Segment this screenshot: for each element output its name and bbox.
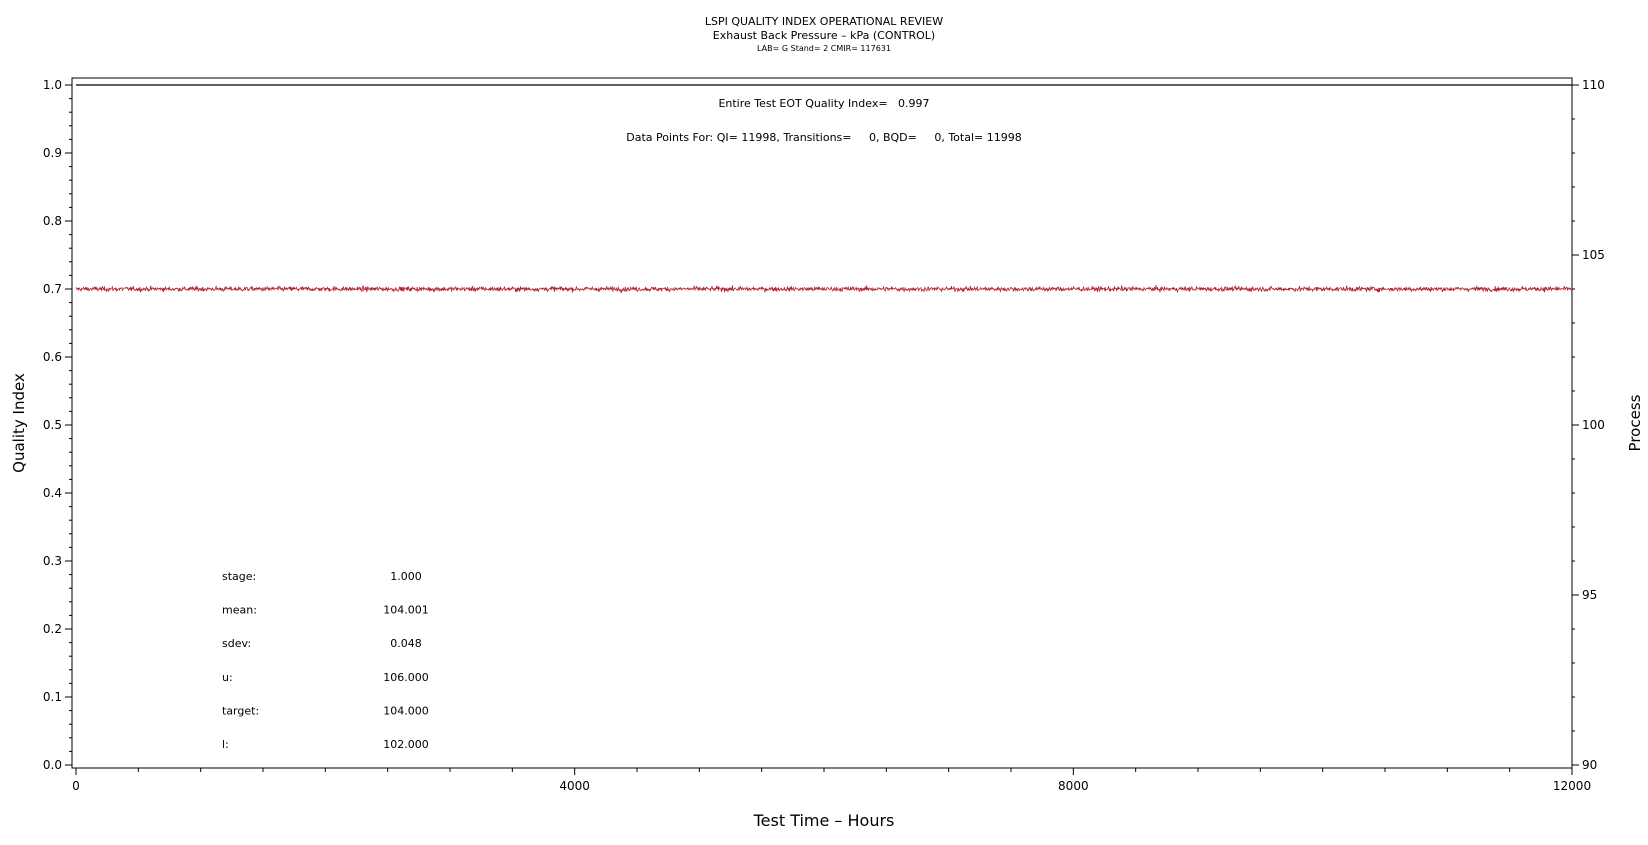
x-axis-label: Test Time – Hours — [753, 811, 895, 830]
y-axis-left: 0.0 0.1 0.2 0.3 0.4 0.5 0.6 0.7 0.8 0.9 1.0 — [43, 78, 72, 772]
y2-tick-label: 100 — [1582, 418, 1605, 432]
chart-subtitle: Exhaust Back Pressure – kPa (CONTROL) — [713, 29, 935, 42]
series-layer — [75, 84, 1573, 294]
stat-value: 0.048 — [390, 637, 422, 650]
x-tick-label: 8000 — [1058, 779, 1089, 793]
y2-tick-label: 95 — [1582, 588, 1597, 602]
chart-lab-line: LAB= G Stand= 2 CMIR= 117631 — [757, 44, 891, 53]
x-axis: 0 4000 8000 12000 — [72, 768, 1591, 793]
stat-label: sdev: — [222, 637, 251, 650]
x-tick-label: 12000 — [1553, 779, 1591, 793]
data-points-annotation: Data Points For: QI= 11998, Transitions=… — [626, 131, 1021, 144]
stat-label: l: — [222, 738, 229, 751]
stat-label: mean: — [222, 604, 257, 617]
plot-frame — [71, 77, 1573, 769]
y-tick-label: 0.7 — [43, 282, 62, 296]
y-axis-left-label: Quality Index — [10, 373, 28, 473]
y-tick-label: 0.0 — [43, 758, 62, 772]
y-tick-label: 0.9 — [43, 146, 62, 160]
y-axis-right: 90 95 100 105 110 — [1572, 78, 1605, 772]
y2-tick-label: 90 — [1582, 758, 1597, 772]
y-tick-label: 0.2 — [43, 622, 62, 636]
quality-index-annotation: Entire Test EOT Quality Index= 0.997 — [718, 97, 929, 110]
process-series-line — [75, 284, 1573, 294]
chart-title: LSPI QUALITY INDEX OPERATIONAL REVIEW — [705, 15, 943, 28]
stats-block: stage: 1.000 mean: 104.001 sdev: 0.048 u: 106.0… — [222, 570, 429, 751]
y-tick-label: 1.0 — [43, 78, 62, 92]
y2-tick-label: 110 — [1582, 78, 1605, 92]
y-tick-label: 0.8 — [43, 214, 62, 228]
y-tick-label: 0.3 — [43, 554, 62, 568]
stat-label: u: — [222, 671, 233, 684]
y-tick-label: 0.1 — [43, 690, 62, 704]
stat-label: target: — [222, 704, 259, 717]
y-tick-label: 0.4 — [43, 486, 62, 500]
stat-value: 1.000 — [390, 570, 422, 583]
y-axis-right-label: Process — [1626, 394, 1644, 451]
x-tick-label: 4000 — [559, 779, 590, 793]
x-tick-label: 0 — [72, 779, 80, 793]
y-tick-label: 0.5 — [43, 418, 62, 432]
stat-value: 102.000 — [383, 738, 429, 751]
stat-label: stage: — [222, 570, 256, 583]
stat-value: 104.001 — [383, 604, 429, 617]
y-tick-label: 0.6 — [43, 350, 62, 364]
y2-tick-label: 105 — [1582, 248, 1605, 262]
stat-value: 106.000 — [383, 671, 429, 684]
stat-value: 104.000 — [383, 704, 429, 717]
